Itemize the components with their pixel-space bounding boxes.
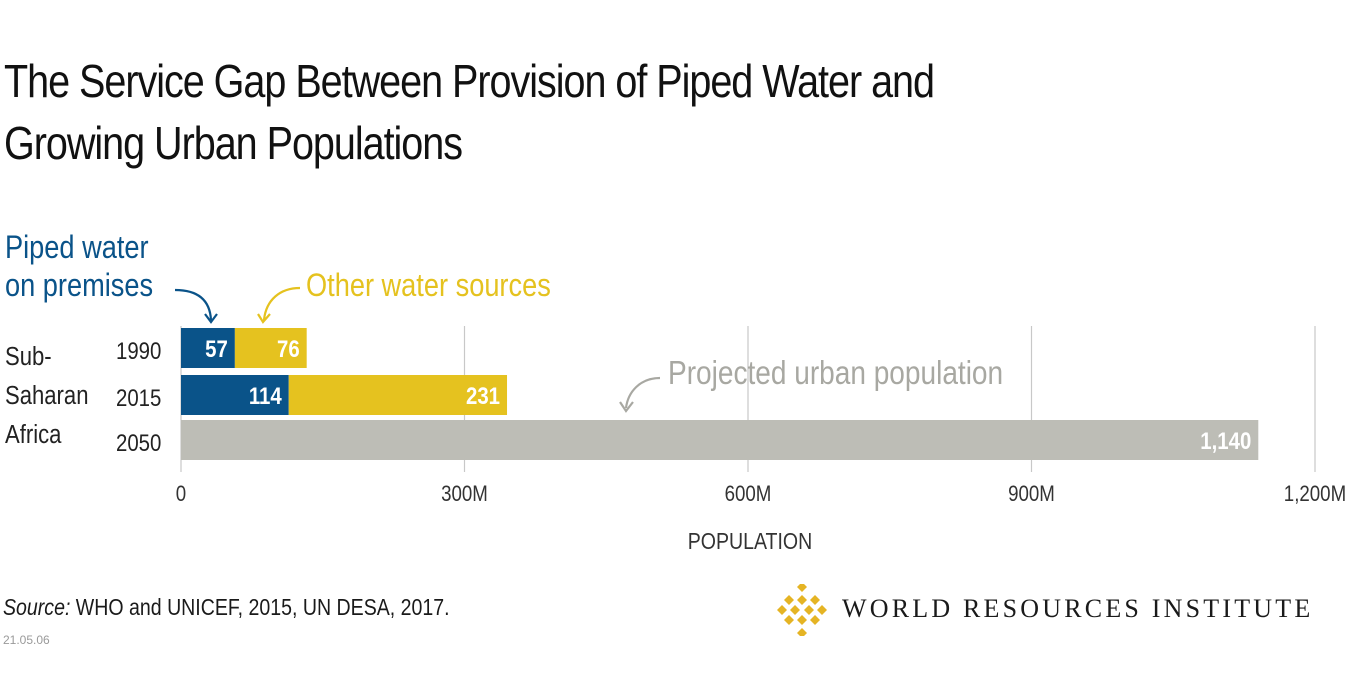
legend-piped-water-line: on premises — [5, 268, 153, 304]
data-label: 114 — [249, 382, 282, 409]
logo-diamond — [797, 615, 807, 625]
x-tick-label: 300M — [441, 483, 488, 507]
date-code: 21.05.06 — [3, 633, 50, 647]
region-label-line: Sub- — [5, 342, 52, 371]
x-tick-label: 0 — [176, 483, 186, 507]
logo-diamond — [797, 595, 807, 605]
wri-logo-text: WORLD RESOURCES INSTITUTE — [842, 594, 1314, 623]
logo-diamond — [797, 628, 807, 636]
bar-2015-series-1 — [288, 375, 508, 415]
legend-other-water-sources: Other water sources — [306, 268, 551, 304]
data-label: 231 — [466, 382, 500, 409]
x-tick-label: 600M — [725, 483, 772, 507]
logo-diamond — [784, 595, 794, 605]
bars — [181, 328, 1259, 460]
chart-title-line-2: Growing Urban Populations — [4, 117, 463, 169]
logo-diamond — [810, 615, 820, 625]
arrow-other-icon-head — [257, 313, 271, 324]
arrow-piped-icon — [174, 288, 213, 321]
x-tick-label: 900M — [1008, 483, 1055, 507]
x-tick-label: 1,200M — [1284, 483, 1346, 507]
logo-diamond — [784, 615, 794, 625]
logo-diamond — [817, 605, 827, 615]
bar-1990-series-0 — [181, 328, 235, 368]
x-axis-title: POPULATION — [688, 529, 812, 555]
labels: 0 300M 600M 900M 1,200M POPULATION 57 76 1990 114… — [5, 230, 1346, 554]
bar-chart: 0 300M 600M 900M 1,200M POPULATION 57 76 1990 114… — [5, 230, 1346, 554]
arrow-projected-icon — [624, 376, 661, 409]
chart-title-line-1: The Service Gap Between Provision of Pip… — [4, 55, 935, 107]
bar-2050-series-2 — [181, 420, 1259, 460]
logo-diamond — [777, 605, 787, 615]
source-text: WHO and UNICEF, 2015, UN DESA, 2017. — [70, 594, 450, 620]
region-label-line: Africa — [5, 420, 62, 449]
logo-diamond — [810, 595, 820, 605]
wri-logo-mark-icon — [777, 584, 827, 636]
legend-projected-urban-population: Projected urban population — [668, 355, 1003, 392]
arrow-piped-icon-head — [204, 313, 218, 324]
region-label-line: Saharan — [5, 381, 88, 410]
category-label: 2050 — [116, 429, 161, 456]
logo-diamond — [790, 605, 800, 615]
chart-title: The Service Gap Between Provision of Pip… — [4, 50, 950, 174]
source-label: Source: — [3, 594, 71, 620]
category-label: 2015 — [116, 384, 161, 411]
logo-diamond — [797, 584, 807, 592]
bar-2015-series-0 — [181, 375, 289, 415]
wri-logo: WORLD RESOURCES INSTITUTE — [776, 584, 1346, 636]
source-note: Source: WHO and UNICEF, 2015, UN DESA, 2… — [3, 594, 450, 621]
data-label: 76 — [277, 335, 300, 362]
data-label: 1,140 — [1200, 427, 1251, 454]
arrow-projected-icon-head — [619, 401, 634, 413]
category-label: 1990 — [116, 337, 161, 364]
arrow-other-icon — [262, 286, 301, 321]
legend-piped-water-line: Piped water — [5, 230, 149, 266]
logo-diamond — [804, 605, 814, 615]
data-label: 57 — [205, 335, 228, 362]
bar-1990-series-1 — [234, 328, 307, 368]
